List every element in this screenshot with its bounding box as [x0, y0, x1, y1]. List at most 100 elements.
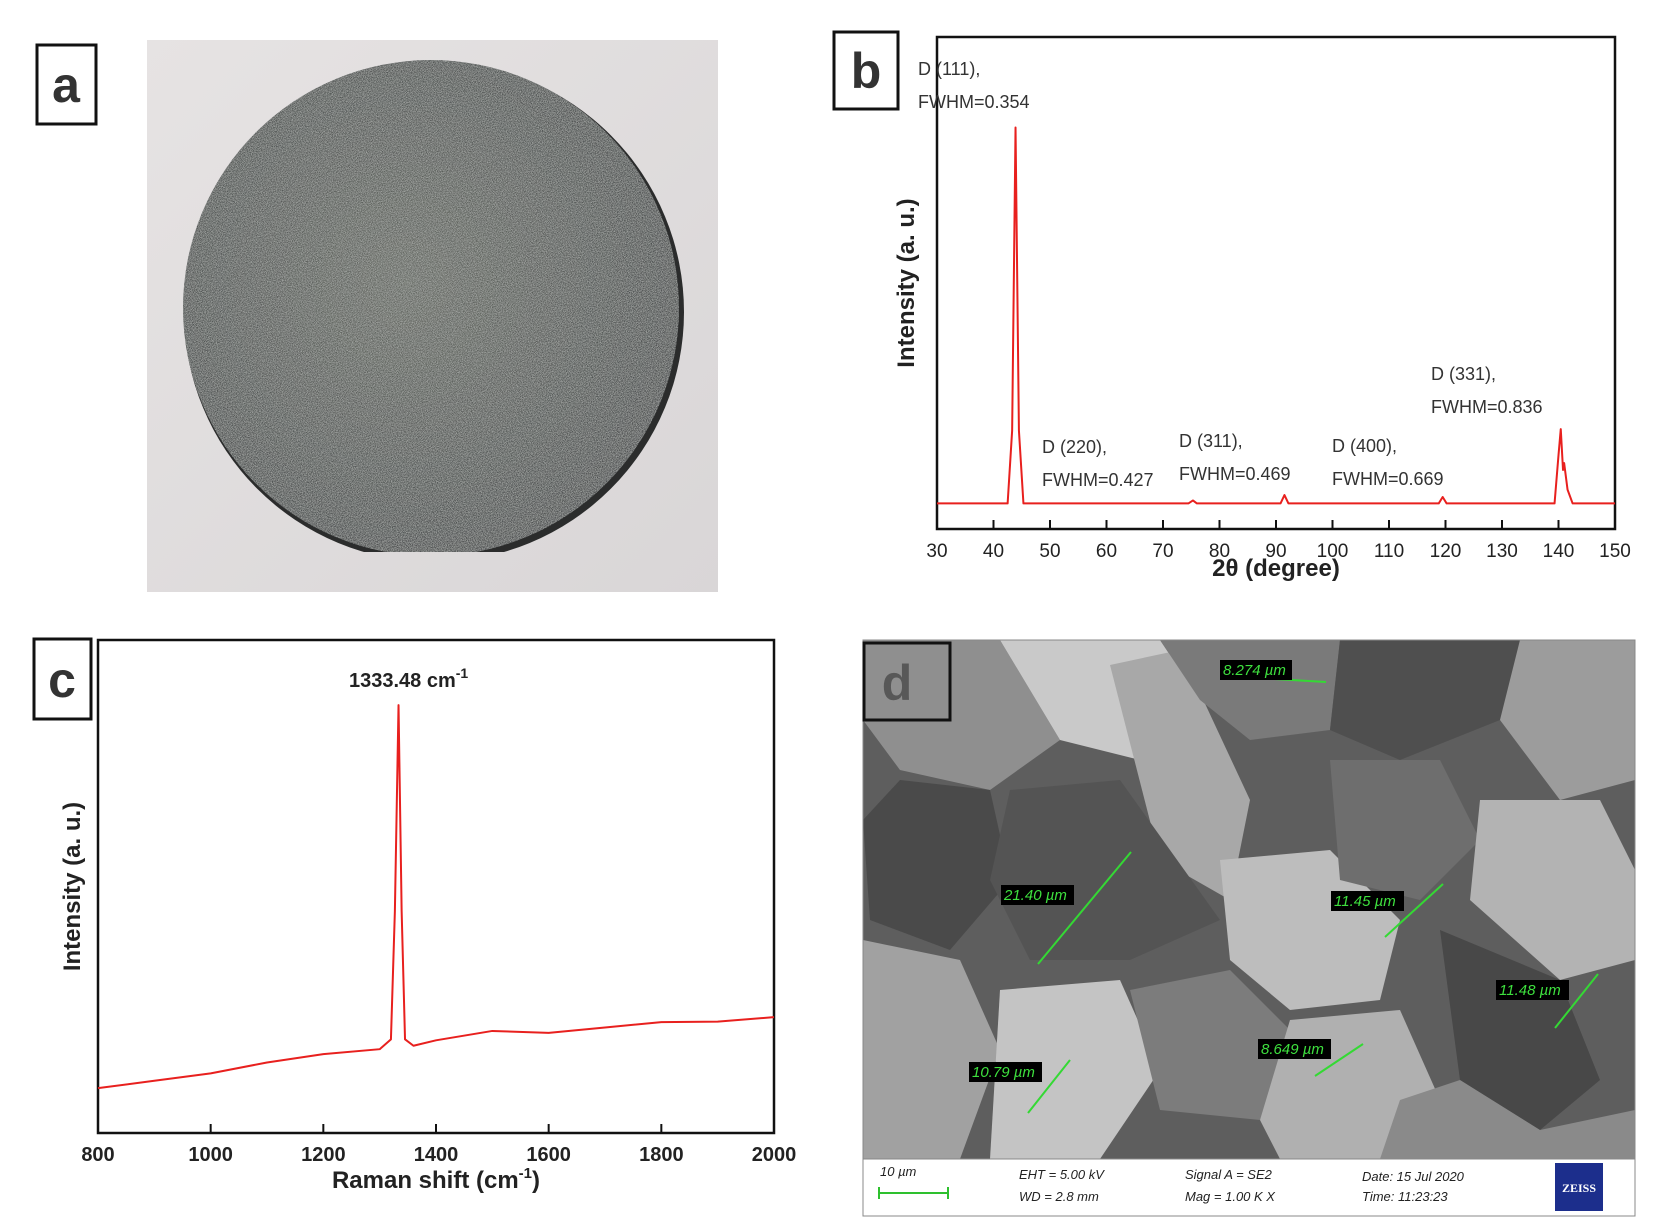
crystal [863, 940, 1000, 1159]
x-tick-label: 50 [1039, 541, 1060, 562]
x-tick-label: 140 [1543, 541, 1575, 562]
crystal [990, 780, 1220, 960]
measure-label-bg [1496, 980, 1569, 1000]
measure-label-bg [1331, 891, 1404, 911]
logo-box [1555, 1163, 1603, 1211]
info-wd: WD = 2.8 mm [1019, 1189, 1099, 1204]
peak-annotation: FWHM=0.836 [1431, 397, 1543, 417]
panel-label: d [882, 655, 913, 711]
crystal [1130, 970, 1300, 1120]
peak-annotation-part: 1333.48 cm [349, 670, 456, 692]
peak-annotation: FWHM=0.354 [918, 92, 1030, 112]
measure-line [1554, 973, 1599, 1029]
peak-annotation: FWHM=0.427 [1042, 470, 1154, 490]
plot-frame [96, 638, 776, 1135]
info-mag: Mag = 1.00 K X [1185, 1189, 1276, 1204]
x-axis-label: 2θ (degree) [1212, 555, 1340, 582]
panel-label-box [32, 637, 93, 721]
info-date: Date: 15 Jul 2020 [1362, 1169, 1465, 1184]
crystal [1160, 640, 1340, 740]
measure-label: 21.40 µm [1003, 887, 1067, 904]
x-tick-label: 1000 [188, 1144, 233, 1166]
x-tick-label: 1600 [526, 1144, 571, 1166]
spectrum-line [937, 126, 1615, 505]
crystal [863, 780, 1010, 950]
y-axis-label: Intensity (a. u.) [893, 198, 920, 367]
spectrum-line [97, 704, 775, 1090]
crystal [1110, 650, 1250, 900]
x-tick-label: 2000 [752, 1144, 797, 1166]
measure-label-bg [1258, 1039, 1331, 1059]
x-tick-label: 800 [81, 1144, 114, 1166]
crystal [1330, 640, 1520, 760]
x-axis-label-sup: -1 [519, 1165, 532, 1182]
peak-annotation: FWHM=0.469 [1179, 464, 1291, 484]
info-time: Time: 11:23:23 [1362, 1189, 1448, 1204]
x-tick-label: 100 [1317, 541, 1349, 562]
measure-label: 11.45 µm [1334, 893, 1396, 910]
peak-annotation: D (331), [1431, 364, 1496, 384]
measure-label: 11.48 µm [1499, 982, 1561, 999]
crystal [1380, 1080, 1635, 1159]
info-signal: Signal A = SE2 [1185, 1167, 1273, 1182]
peak-annotation-sup: -1 [456, 665, 469, 681]
crystal [990, 980, 1160, 1159]
x-axis-label-part: Raman shift (cm [332, 1167, 519, 1194]
sem-image: 8.274 µm 21.40 µm 11.45 µm 11.48 µm 8.64… [863, 640, 1635, 1159]
x-axis-label: Raman shift (cm-1) [332, 1165, 540, 1194]
crystal [1220, 850, 1400, 1010]
x-tick-label: 90 [1265, 541, 1286, 562]
x-axis-label-part: ) [532, 1167, 540, 1194]
y-axis-label: Intensity (a. u.) [59, 802, 86, 971]
wafer [183, 60, 684, 552]
x-tick-label: 80 [1209, 541, 1230, 562]
panel-label: c [48, 652, 76, 708]
peak-annotation: 1333.48 cm-1 [349, 665, 468, 692]
peak-annotation: D (311), [1179, 431, 1243, 451]
scale-text: 10 µm [880, 1164, 917, 1179]
measure-label: 8.649 µm [1261, 1041, 1324, 1058]
x-tick-label: 1800 [639, 1144, 684, 1166]
crystal [1330, 760, 1480, 900]
x-tick-label: 30 [926, 541, 947, 562]
measure-line [1384, 883, 1444, 938]
x-tick-label: 1400 [414, 1144, 459, 1166]
measure-label-bg [1220, 660, 1292, 680]
measure-label: 10.79 µm [972, 1064, 1035, 1081]
x-tick-label: 110 [1374, 541, 1404, 562]
peak-annotation: FWHM=0.669 [1332, 469, 1444, 489]
measure-label: 8.274 µm [1223, 662, 1286, 679]
plot-frame [935, 35, 1617, 531]
wafer-surface [183, 60, 679, 552]
panel-label: a [52, 57, 81, 113]
x-tick-label: 70 [1152, 541, 1173, 562]
x-tick-label: 60 [1096, 541, 1117, 562]
crystal [1470, 800, 1635, 980]
measure-line [1037, 851, 1132, 965]
peak-annotation: D (400), [1332, 436, 1397, 456]
x-tick-label: 130 [1486, 541, 1518, 562]
x-tick-label: 150 [1599, 541, 1631, 562]
x-tick-label: 1200 [301, 1144, 346, 1166]
info-eht: EHT = 5.00 kV [1019, 1167, 1105, 1182]
measure-label-bg [969, 1062, 1042, 1082]
panel-label: b [851, 43, 882, 99]
peak-annotation: D (220), [1042, 437, 1107, 457]
measure-labels: 8.274 µm 21.40 µm 11.45 µm 11.48 µm 8.64… [969, 660, 1569, 1082]
panel-label-box [862, 641, 952, 722]
x-tick-label: 40 [983, 541, 1004, 562]
sem-info-bar [862, 1158, 1636, 1217]
measure-line [1027, 1059, 1071, 1114]
x-tick-label: 120 [1430, 541, 1462, 562]
peak-annotation: D (111), [918, 59, 980, 79]
panel-label-box [832, 30, 900, 111]
crystal [1500, 640, 1635, 800]
crystal [863, 640, 1060, 790]
measure-lines [1027, 677, 1599, 1114]
measure-label-bg [1001, 885, 1074, 905]
panel-label-box [35, 43, 98, 126]
logo-text: ZEISS [1562, 1181, 1596, 1195]
measure-line [1314, 1043, 1364, 1077]
